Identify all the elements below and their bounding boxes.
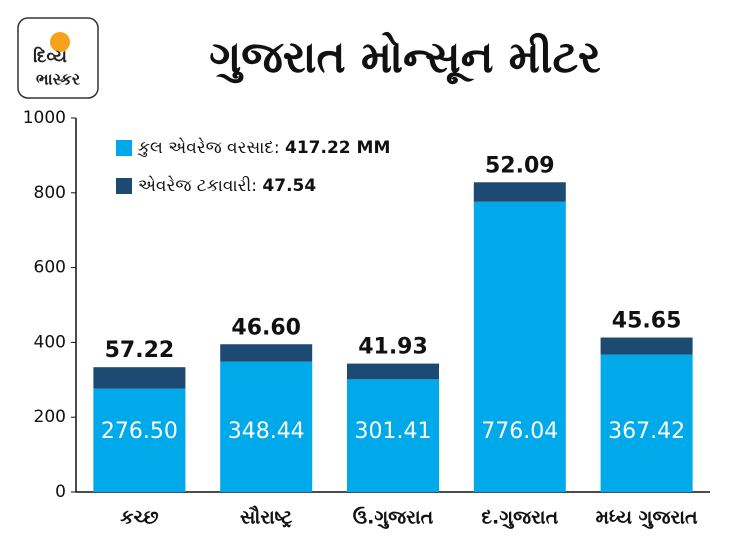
value-label: 41.93 (358, 335, 428, 360)
value-label: 301.41 (355, 419, 432, 444)
bar-segment (473, 201, 566, 492)
value-label: 57.22 (105, 338, 175, 363)
bar-segment (347, 379, 439, 492)
bar-segment (93, 367, 186, 389)
legend-label: એવરેજ ટકાવારી: 47.54 (138, 175, 316, 196)
bar-segment (600, 337, 693, 355)
x-tick-label: કચ્છ (120, 507, 159, 529)
legend-swatch (116, 178, 132, 194)
x-tick-label: મધ્ય ગુજરાત (596, 507, 698, 529)
value-label: 348.44 (228, 419, 305, 444)
value-label: 776.04 (481, 419, 558, 444)
legend-total: 47.54 (262, 176, 316, 196)
logo-text: ભાસ્કર (36, 70, 81, 89)
logo: દિવ્ય ભાસ્કર (17, 17, 99, 99)
bar-segment (600, 354, 693, 492)
x-tick-label: ઉ.ગુજરાત (353, 506, 434, 529)
legend-name: એવરેજ ટકાવારી: (138, 175, 257, 196)
value-label: 45.65 (612, 309, 682, 334)
y-tick-label: 600 (34, 258, 66, 278)
legend-total: 417.22 MM (285, 138, 390, 158)
bar-segment (93, 388, 186, 492)
x-tick-label: દ.ગુજરાત (481, 507, 558, 529)
logo-text: દિવ્ય (33, 46, 67, 67)
legend-name: કુલ એવરેજ વરસાદ: (137, 137, 280, 158)
y-tick-label: 0 (55, 482, 66, 502)
logo-frame (17, 17, 99, 99)
x-tick-label: સૌરાષ્ટ્ર (240, 506, 292, 529)
value-label: 52.09 (485, 153, 555, 178)
logo-sun (50, 32, 70, 52)
chart-title: ગુજરાત મોન્સૂન મીટર (209, 31, 601, 84)
y-tick-label: 1000 (23, 108, 66, 128)
legend-swatch (116, 140, 132, 156)
value-label: 276.50 (101, 419, 178, 444)
bar-segment (220, 344, 313, 362)
y-tick-label: 400 (34, 332, 66, 352)
bar-segment (347, 363, 439, 380)
value-label: 46.60 (231, 315, 301, 340)
y-tick-label: 200 (34, 407, 66, 427)
legend-label: કુલ એવરેજ વરસાદ: 417.22 MM (137, 137, 391, 158)
y-tick-label: 800 (34, 183, 66, 203)
bar-segment (220, 361, 313, 492)
bar-segment (473, 182, 566, 202)
legend: કુલ એવરેજ વરસાદ: 417.22 MM એવરેજ ટકાવારી:… (116, 137, 390, 196)
value-label: 367.42 (608, 419, 685, 444)
